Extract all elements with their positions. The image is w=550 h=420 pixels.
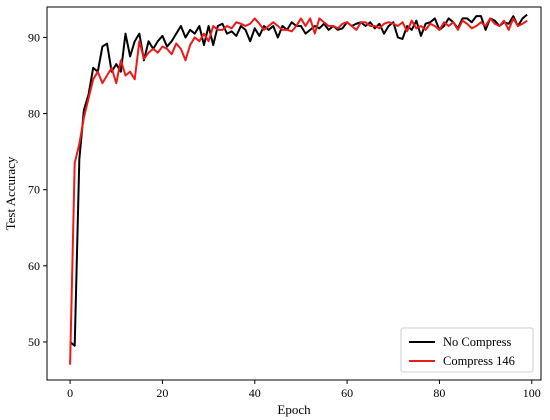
x-tick-label: 80 [433, 386, 445, 400]
series-line-0 [69, 13, 528, 347]
x-tick-label: 20 [156, 386, 168, 400]
x-tick-label: 40 [249, 386, 261, 400]
series-layer [69, 13, 528, 365]
y-tick-label: 80 [28, 107, 40, 121]
y-tick-label: 70 [28, 183, 40, 197]
y-axis-ticks: 50 60 70 80 90 [28, 30, 47, 349]
y-tick-label: 50 [28, 335, 40, 349]
series-line-1 [69, 17, 528, 365]
x-tick-label: 100 [523, 386, 541, 400]
x-tick-label: 0 [67, 386, 73, 400]
y-axis-label: Test Accuracy [3, 156, 18, 230]
y-tick-label: 90 [28, 30, 40, 44]
legend: No Compress Compress 146 [400, 327, 534, 373]
plot-area [46, 6, 542, 381]
x-axis-label: Epoch [277, 402, 311, 417]
legend-label-no-compress: No Compress [443, 335, 512, 349]
x-axis-ticks: 0 20 40 60 80 100 [67, 380, 541, 400]
axes-frame [46, 6, 542, 381]
x-tick-label: 60 [341, 386, 353, 400]
legend-label-compress-146: Compress 146 [443, 354, 515, 368]
y-tick-label: 60 [28, 259, 40, 273]
